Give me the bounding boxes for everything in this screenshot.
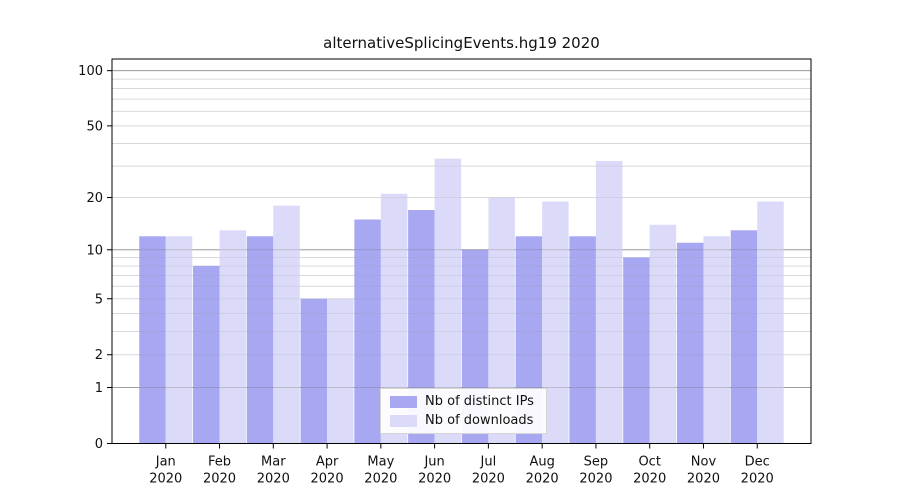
bar-downloads-apr <box>327 298 354 444</box>
x-axis-label-month: Oct <box>638 455 660 470</box>
legend-label-distinct-ips: Nb of distinct IPs <box>425 394 534 409</box>
x-axis-label-year: 2020 <box>741 472 774 487</box>
y-axis-label: 50 <box>86 119 103 134</box>
x-axis-label-year: 2020 <box>633 472 666 487</box>
bar-distinct-ips-oct <box>623 257 650 444</box>
x-axis-label-month: Jul <box>480 455 497 470</box>
x-axis-label-month: Feb <box>208 455 231 470</box>
x-axis-label-year: 2020 <box>579 472 612 487</box>
plot-frame <box>111 58 812 444</box>
legend-item-distinct-ips: Nb of distinct IPs <box>390 395 534 408</box>
x-axis-label-year: 2020 <box>149 472 182 487</box>
y-axis-label: 1 <box>95 381 103 396</box>
bar-distinct-ips-apr <box>300 298 328 444</box>
x-axis-label-year: 2020 <box>472 472 505 487</box>
bar-distinct-ips-nov <box>676 242 704 444</box>
y-axis-label: 100 <box>78 64 103 79</box>
x-axis-label-month: Aug <box>529 455 554 470</box>
bar-distinct-ips-sep <box>569 236 596 444</box>
bar-downloads-mar <box>273 205 300 444</box>
x-axis-label-month: Jun <box>423 455 444 470</box>
bar-downloads-sep <box>595 161 623 444</box>
y-axis-label: 20 <box>86 191 103 206</box>
bar-distinct-ips-mar <box>246 236 274 444</box>
x-axis-label-month: Dec <box>745 455 770 470</box>
x-axis-label-month: May <box>367 455 394 470</box>
bar-downloads-nov <box>703 236 730 444</box>
legend-swatch-distinct-ips <box>390 395 417 408</box>
bar-distinct-ips-jan <box>139 236 166 444</box>
bar-downloads-feb <box>219 230 247 444</box>
x-axis-label-year: 2020 <box>311 472 344 487</box>
x-axis-label-year: 2020 <box>687 472 720 487</box>
x-axis-label-month: Mar <box>261 455 286 470</box>
bar-downloads-dec <box>757 201 784 444</box>
legend-label-downloads: Nb of downloads <box>425 413 534 428</box>
bar-downloads-jan <box>165 236 193 444</box>
bar-distinct-ips-feb <box>193 265 220 444</box>
x-axis-label-year: 2020 <box>203 472 236 487</box>
chart-title: alternativeSplicingEvents.hg19 2020 <box>323 34 600 52</box>
x-axis-label-month: Apr <box>316 455 339 470</box>
x-axis-label-year: 2020 <box>418 472 451 487</box>
bar-distinct-ips-may <box>354 219 381 444</box>
legend: Nb of distinct IPs Nb of downloads <box>380 388 547 434</box>
x-axis-label-month: Nov <box>691 455 717 470</box>
bar-downloads-oct <box>649 224 677 444</box>
x-axis-label-month: Jan <box>155 455 176 470</box>
y-axis-label: 5 <box>95 292 103 307</box>
y-axis-label: 10 <box>86 243 103 258</box>
y-axis-label: 2 <box>95 348 103 363</box>
bar-distinct-ips-dec <box>730 230 758 444</box>
x-axis-label-year: 2020 <box>364 472 397 487</box>
x-axis-label-month: Sep <box>584 455 609 470</box>
x-axis-label-year: 2020 <box>257 472 290 487</box>
legend-item-downloads: Nb of downloads <box>390 414 534 427</box>
y-axis-label: 0 <box>95 437 103 452</box>
legend-swatch-downloads <box>390 414 417 427</box>
x-axis-label-year: 2020 <box>526 472 559 487</box>
